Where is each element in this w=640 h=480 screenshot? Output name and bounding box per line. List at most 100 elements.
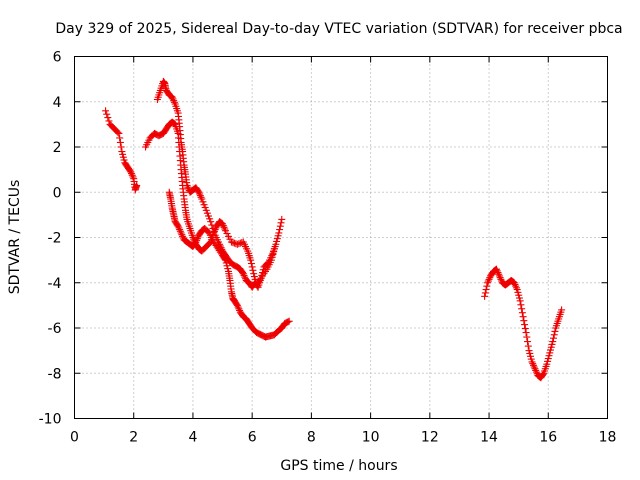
data-point [116,138,124,146]
data-point [117,143,125,151]
data-point [116,134,124,142]
data-points [102,77,566,382]
series-arc-3 [153,77,286,291]
data-point [521,321,529,329]
data-point [531,365,539,373]
y-tick-label: -8 [48,366,62,382]
data-point [128,170,136,178]
data-point [189,234,197,241]
data-point [518,305,526,313]
data-point [128,171,136,179]
data-point [492,265,500,273]
data-point [529,361,537,369]
data-point [495,272,503,280]
data-point [192,238,200,246]
x-tick-label: 4 [188,430,197,446]
data-point [176,227,184,235]
y-tick-label: 2 [53,140,62,156]
data-point [196,190,204,198]
data-point [169,95,177,103]
data-point [174,222,182,230]
data-point [219,222,227,230]
data-point [516,297,524,305]
data-point [482,286,490,294]
data-point [221,225,229,233]
y-tick-label: -10 [39,412,62,428]
data-point [104,114,112,122]
data-point [510,279,518,287]
data-point [497,275,505,283]
data-point [520,317,528,325]
data-point [219,220,227,228]
data-point [239,270,247,278]
data-point [170,97,178,105]
x-axis-title: GPS time / hours [280,458,397,474]
data-point [208,221,216,229]
data-point [230,239,238,247]
x-tick-label: 8 [307,430,316,446]
data-point [177,229,185,237]
y-tick-label: 6 [53,50,62,66]
data-point [183,181,191,189]
data-point [179,232,187,240]
data-point [176,226,184,234]
y-tick-label: -6 [48,321,62,337]
series-arc-2 [142,118,278,289]
data-point [195,188,203,196]
data-point [175,224,183,232]
data-point [496,274,504,282]
data-point [178,231,186,239]
data-point [105,117,113,125]
data-point [103,110,111,118]
data-point [558,306,566,314]
series-arc-4 [165,188,293,341]
data-point [168,93,176,101]
y-tick-label: -2 [48,231,62,247]
data-point [220,223,228,231]
data-point [236,239,244,247]
data-point [102,107,110,115]
data-point [495,270,503,278]
x-tick-label: 18 [599,430,617,446]
data-point [278,215,286,223]
data-point [241,273,249,281]
data-point [234,303,242,311]
data-point [196,192,204,200]
data-point [530,363,538,371]
data-point [518,309,526,317]
data-point [539,370,547,378]
x-tick-label: 2 [129,430,138,446]
x-tick-label: 10 [362,430,380,446]
y-tick-label: 0 [53,185,62,201]
data-point [532,368,540,376]
data-point [235,305,243,313]
data-point [285,317,293,325]
data-point [549,338,557,346]
data-point [481,289,489,297]
data-point [209,224,217,232]
data-point [193,235,201,243]
data-point [133,181,141,189]
x-tick-label: 12 [421,430,439,446]
data-point [227,238,235,246]
data-point [233,301,241,309]
y-axis-title: SDTVAR / TECUs [7,180,23,295]
data-point [522,329,530,337]
data-point [127,168,135,176]
series-arc-5 [481,265,566,382]
data-point [210,228,218,236]
data-point [517,301,525,309]
axis-ticks: 0 2 4 6 8 10 12 14 16 18 -10 -8 -6 -4 -2 0 2 4 6 [39,50,617,446]
y-tick-label: -4 [48,276,62,292]
data-point [523,333,531,341]
data-point [184,183,192,191]
data-point [277,219,285,227]
data-point [485,275,493,283]
data-point [229,239,237,247]
data-point [521,325,529,333]
data-point [240,271,248,279]
y-tick-label: 4 [53,95,62,111]
data-point [129,173,137,181]
grid [74,56,608,419]
data-point [193,236,201,244]
